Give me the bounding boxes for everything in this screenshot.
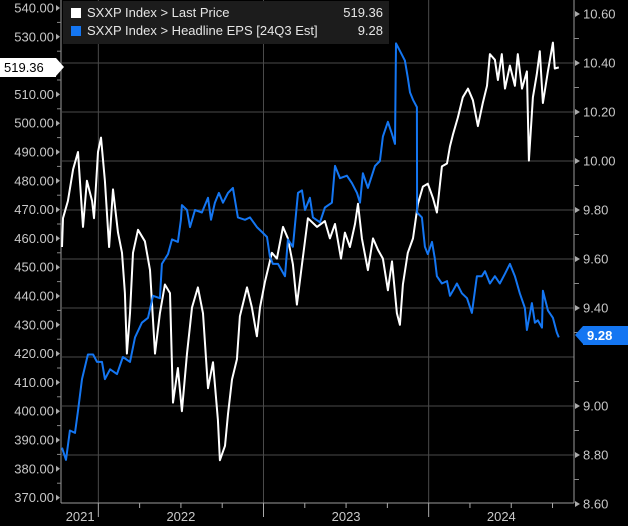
right-tick-label: 9.00 <box>583 399 608 414</box>
right-tick <box>575 11 580 17</box>
left-tick <box>56 494 60 501</box>
left-tick-label: 390.00 <box>14 433 54 448</box>
right-tick-label: 9.60 <box>583 252 608 267</box>
left-tick <box>56 149 60 155</box>
x-tick-label: 2024 <box>487 509 516 524</box>
legend-swatch-white <box>71 8 81 18</box>
x-tick-label: 2023 <box>332 509 361 524</box>
right-tick-label: 10.40 <box>583 56 616 71</box>
legend-value: 9.28 <box>357 23 383 38</box>
right-tick <box>575 256 580 262</box>
left-tick-label: 440.00 <box>14 289 54 304</box>
legend: SXXP Index > Last Price 519.36 SXXP Inde… <box>63 1 389 44</box>
series-line-headline-eps <box>61 42 560 461</box>
left-tick <box>56 408 60 415</box>
left-tick <box>56 235 60 242</box>
left-tick-label: 540.00 <box>14 1 54 16</box>
left-tick <box>56 350 60 357</box>
left-tick <box>56 206 60 213</box>
right-tick-label: 9.80 <box>583 203 608 218</box>
last-price-tag: 519.36 <box>0 58 64 77</box>
left-tick-label: 460.00 <box>14 231 54 246</box>
last-eps-tag: 9.28 <box>575 326 628 345</box>
right-tick <box>575 305 580 311</box>
legend-value: 519.36 <box>343 5 383 20</box>
left-tick <box>56 91 60 98</box>
left-tick <box>56 264 60 271</box>
left-tick <box>56 379 60 386</box>
left-tick-label: 530.00 <box>14 29 54 44</box>
left-tick-label: 380.00 <box>14 461 54 476</box>
left-tick-label: 500.00 <box>14 116 54 131</box>
left-tick-label: 410.00 <box>14 375 54 390</box>
right-tick <box>575 158 580 164</box>
right-tick-label: 9.40 <box>583 301 608 316</box>
right-tick <box>575 60 580 66</box>
right-tick-label: 8.80 <box>583 448 608 463</box>
legend-item-headline-eps[interactable]: SXXP Index > Headline EPS [24Q3 Est] 9.2… <box>71 22 383 40</box>
left-tick-label: 470.00 <box>14 202 54 217</box>
left-tick <box>56 293 60 299</box>
legend-item-last-price[interactable]: SXXP Index > Last Price 519.36 <box>71 4 383 22</box>
left-tick-label: 370.00 <box>14 490 54 505</box>
legend-label: SXXP Index > Headline EPS [24Q3 Est] <box>87 23 318 38</box>
right-tick-label: 10.20 <box>583 105 616 120</box>
left-tick-label: 450.00 <box>14 260 54 275</box>
left-tick-label: 420.00 <box>14 346 54 361</box>
right-tick-label: 8.60 <box>583 497 608 512</box>
right-tick-label: 10.60 <box>583 7 616 22</box>
legend-swatch-blue <box>71 26 81 36</box>
legend-label: SXXP Index > Last Price <box>87 5 230 20</box>
right-tick <box>575 403 580 409</box>
left-tick-label: 400.00 <box>14 404 54 419</box>
right-tick <box>575 501 580 507</box>
left-tick <box>56 120 60 127</box>
left-tick-label: 510.00 <box>14 87 54 102</box>
left-tick <box>56 5 60 11</box>
series-line-last-price <box>61 41 560 462</box>
left-tick <box>56 177 60 184</box>
left-tick <box>56 437 60 443</box>
left-tick-label: 490.00 <box>14 145 54 160</box>
left-tick <box>56 321 60 328</box>
x-tick-label: 2021 <box>66 509 95 524</box>
right-tick <box>575 109 580 115</box>
left-tick-label: 480.00 <box>14 173 54 188</box>
right-tick-label: 10.00 <box>583 154 616 169</box>
left-tick-label: 430.00 <box>14 317 54 332</box>
x-tick-label: 2022 <box>166 509 195 524</box>
right-tick <box>575 452 580 458</box>
right-tick <box>575 207 580 213</box>
left-tick <box>56 33 60 40</box>
left-tick <box>56 465 60 472</box>
